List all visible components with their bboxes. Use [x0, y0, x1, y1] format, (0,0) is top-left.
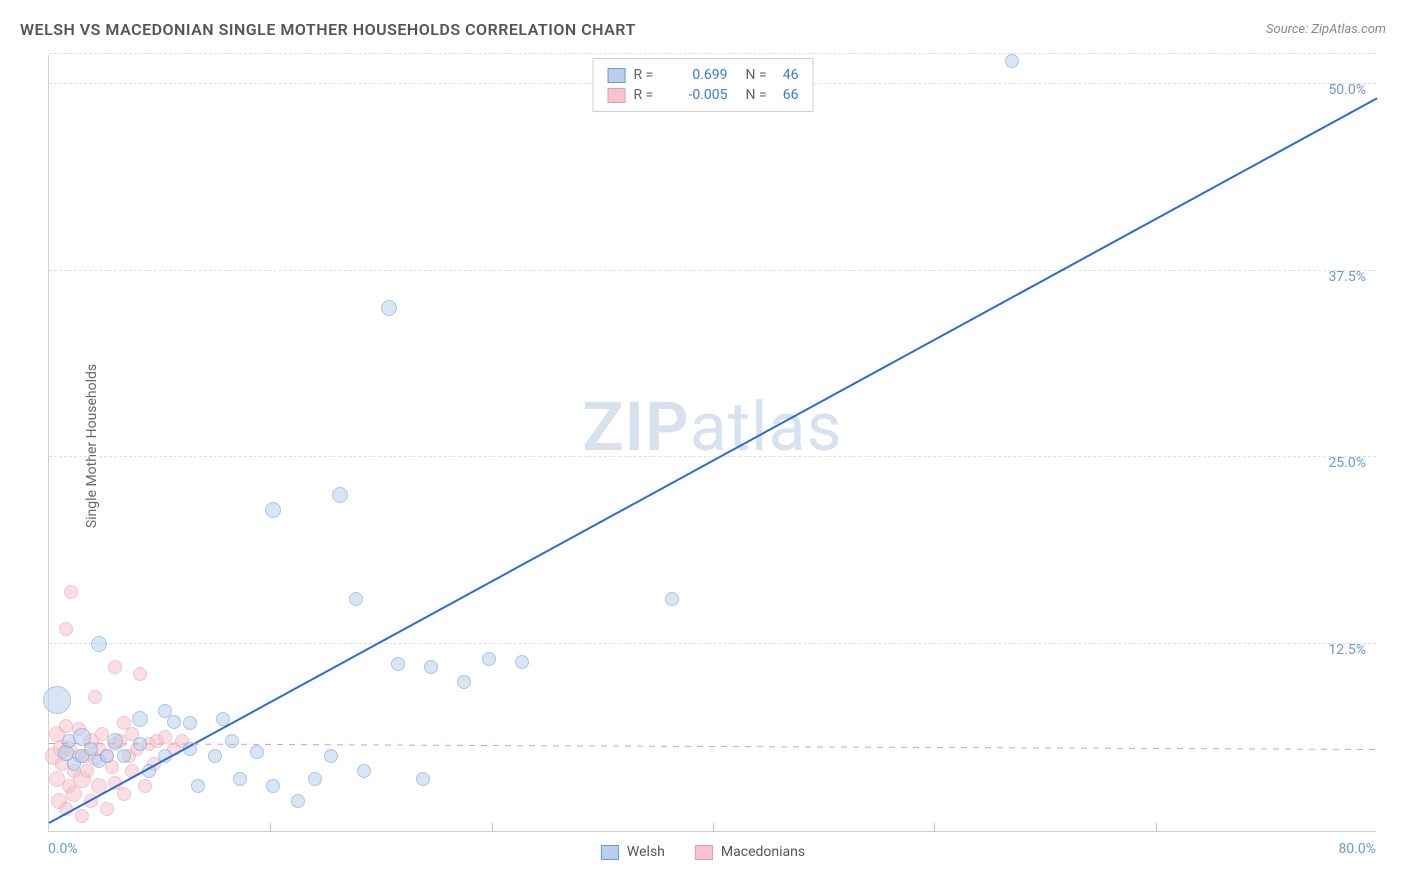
x-tick [713, 823, 714, 831]
scatter-point [357, 764, 371, 778]
legend-swatch [601, 845, 619, 860]
legend-n-label: N = [746, 87, 767, 103]
legend-r-label: R = [634, 87, 662, 103]
scatter-point [100, 802, 114, 816]
scatter-point [424, 660, 438, 674]
scatter-point [108, 660, 122, 674]
gridline [49, 270, 1376, 271]
legend-label: Welsh [627, 844, 665, 860]
legend-item: Welsh [601, 844, 665, 860]
y-tick-label: 50.0% [1328, 82, 1366, 98]
scatter-point [59, 622, 73, 636]
scatter-point [381, 300, 397, 316]
scatter-point [266, 779, 280, 793]
scatter-point [515, 655, 529, 669]
legend-n-value: 46 [783, 67, 799, 83]
gridline [49, 53, 1376, 54]
scatter-point [482, 652, 496, 666]
scatter-point [64, 585, 78, 599]
scatter-point [80, 764, 94, 778]
legend-swatch [695, 845, 713, 860]
scatter-point [265, 502, 281, 518]
scatter-point [1005, 54, 1019, 68]
x-tick [1156, 823, 1157, 831]
y-tick-label: 12.5% [1328, 642, 1366, 658]
scatter-point [91, 636, 107, 652]
legend-swatch [608, 88, 626, 103]
x-tick [934, 823, 935, 831]
legend-stats-row: R = -0.005 N = 66 [608, 85, 799, 105]
scatter-point [391, 657, 405, 671]
scatter-point [117, 787, 131, 801]
plot-area: ZIPatlas 12.5%25.0%37.5%50.0% [48, 55, 1376, 832]
x-tick [492, 823, 493, 831]
scatter-point [308, 772, 322, 786]
scatter-point [133, 667, 147, 681]
scatter-point [43, 686, 71, 714]
chart-header: WELSH VS MACEDONIAN SINGLE MOTHER HOUSEH… [20, 20, 1386, 39]
legend-series: Welsh Macedonians [601, 844, 805, 860]
scatter-point [324, 749, 338, 763]
scatter-point [132, 711, 148, 727]
scatter-point [167, 715, 181, 729]
scatter-point [416, 772, 430, 786]
x-tick-label: 80.0% [1338, 841, 1376, 857]
trend-line [49, 743, 1377, 750]
legend-n-value: 66 [783, 87, 799, 103]
y-tick-label: 37.5% [1328, 269, 1366, 285]
scatter-point [457, 675, 471, 689]
legend-r-label: R = [634, 67, 662, 83]
x-tick [270, 823, 271, 831]
legend-swatch [608, 68, 626, 83]
y-tick-label: 25.0% [1328, 455, 1366, 471]
scatter-point [59, 719, 73, 733]
scatter-point [107, 733, 123, 749]
scatter-point [291, 794, 305, 808]
scatter-point [349, 592, 363, 606]
gridline [49, 643, 1376, 644]
chart-source: Source: ZipAtlas.com [1266, 22, 1386, 37]
scatter-point [88, 690, 102, 704]
legend-n-label: N = [746, 67, 767, 83]
trend-line [49, 97, 1378, 823]
legend-stats: R = 0.699 N = 46 R = -0.005 N = 66 [593, 58, 814, 112]
scatter-point [117, 749, 131, 763]
gridline [49, 456, 1376, 457]
scatter-point [191, 779, 205, 793]
legend-label: Macedonians [721, 844, 805, 860]
scatter-point [250, 745, 264, 759]
scatter-point [332, 487, 348, 503]
scatter-point [225, 734, 239, 748]
scatter-point [100, 749, 114, 763]
scatter-point [665, 592, 679, 606]
scatter-point [66, 786, 82, 802]
legend-item: Macedonians [695, 844, 805, 860]
x-tick-label: 0.0% [48, 841, 78, 857]
legend-r-value: -0.005 [670, 87, 728, 103]
scatter-point [208, 749, 222, 763]
legend-r-value: 0.699 [670, 67, 728, 83]
chart-title: WELSH VS MACEDONIAN SINGLE MOTHER HOUSEH… [20, 20, 636, 39]
scatter-point [138, 779, 152, 793]
scatter-point [75, 809, 89, 823]
scatter-point [233, 772, 247, 786]
scatter-point [183, 716, 197, 730]
legend-stats-row: R = 0.699 N = 46 [608, 65, 799, 85]
